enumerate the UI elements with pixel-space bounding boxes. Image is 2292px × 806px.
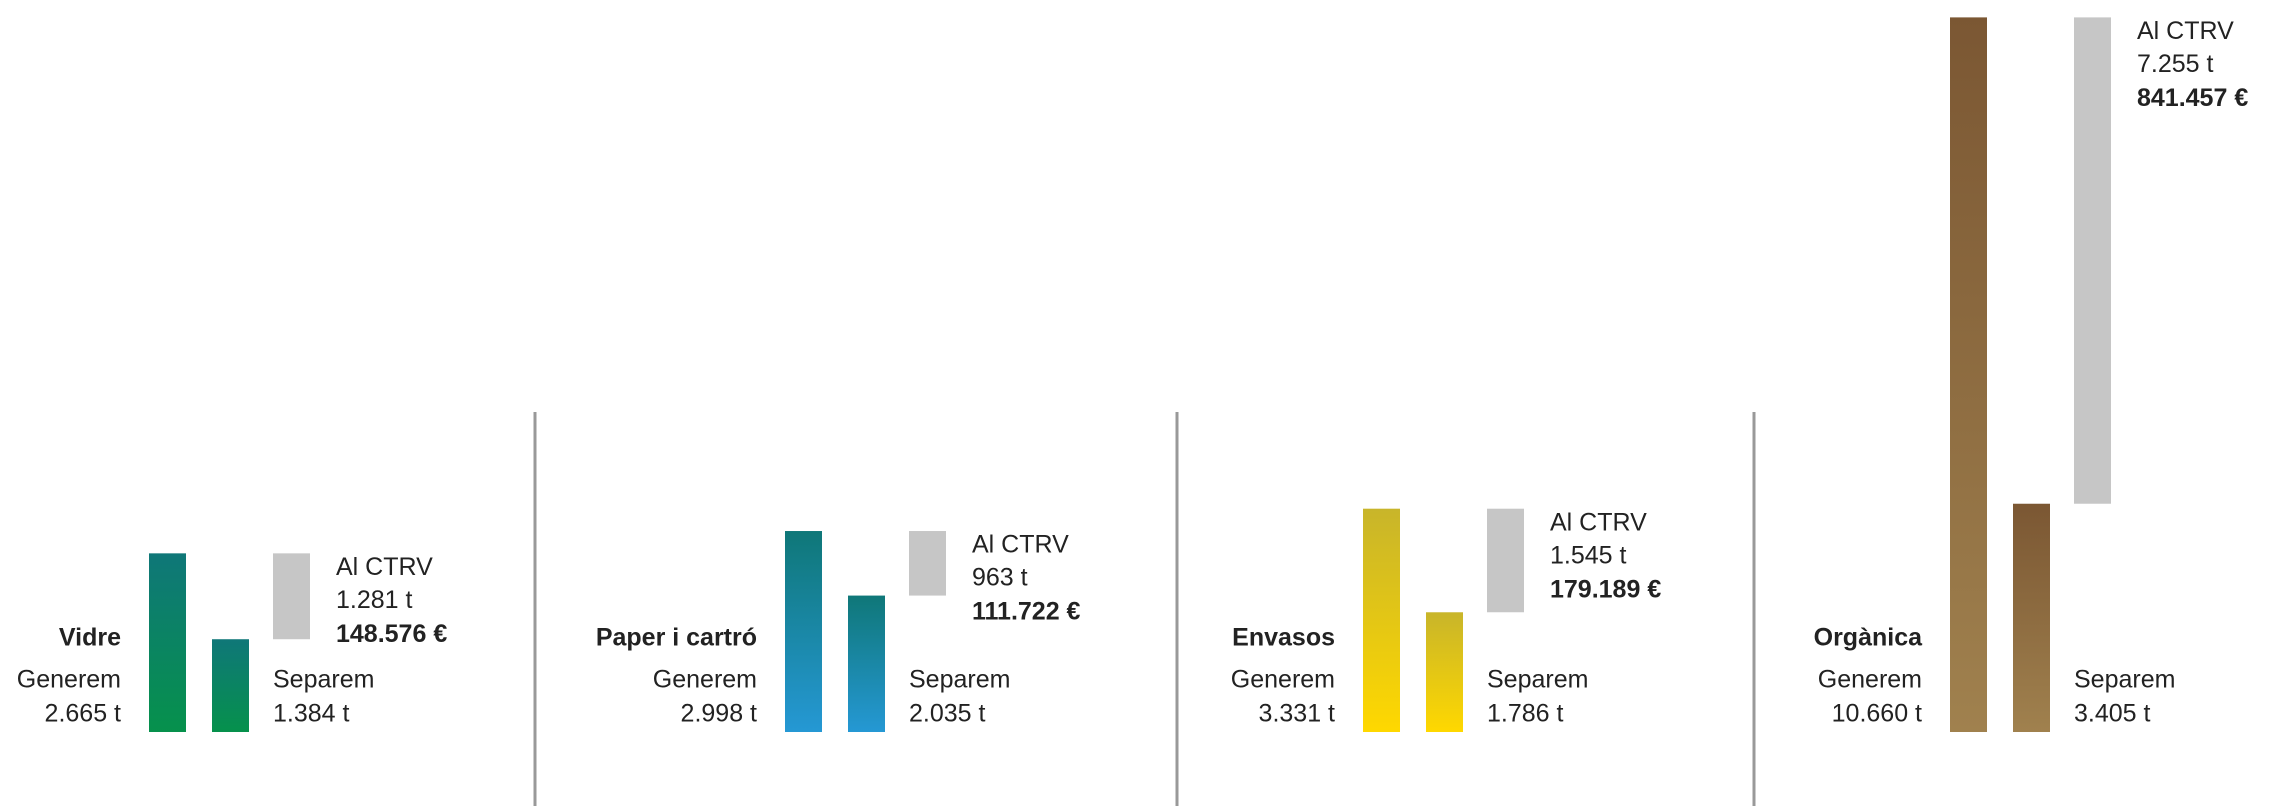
series-label: Al CTRV (336, 553, 433, 581)
bar (909, 531, 946, 596)
series-label: Generem (1231, 666, 1335, 694)
cost-label: 841.457 € (2137, 84, 2248, 112)
bar (2074, 17, 2111, 504)
cost-label: 111.722 € (972, 598, 1081, 626)
category-label: Paper i cartró (596, 624, 757, 652)
value-label: 7.255 t (2137, 50, 2214, 78)
cost-label: 148.576 € (336, 620, 447, 648)
bar (149, 553, 186, 732)
series-label: Al CTRV (2137, 17, 2234, 45)
bar (1363, 508, 1400, 732)
category-label: Envasos (1232, 624, 1335, 652)
bar (273, 553, 310, 640)
series-label: Al CTRV (972, 531, 1069, 559)
category-label: Vidre (59, 624, 121, 652)
value-label: 1.545 t (1550, 541, 1627, 569)
bar (848, 595, 885, 732)
bar (1426, 612, 1463, 732)
value-label: 2.665 t (45, 700, 122, 728)
bar (785, 531, 822, 732)
bar (212, 639, 249, 732)
series-label: Al CTRV (1550, 508, 1647, 536)
series-label: Separem (909, 666, 1010, 694)
value-label: 963 t (972, 564, 1028, 592)
value-label: 1.384 t (273, 700, 350, 728)
series-label: Separem (273, 666, 374, 694)
series-label: Generem (653, 666, 757, 694)
bar (1950, 17, 1987, 732)
value-label: 1.786 t (1487, 700, 1564, 728)
value-label: 3.405 t (2074, 700, 2151, 728)
value-label: 1.281 t (336, 586, 413, 614)
category-label: Orgànica (1814, 624, 1923, 652)
value-label: 3.331 t (1259, 700, 1336, 728)
series-label: Separem (1487, 666, 1588, 694)
bar (1487, 508, 1524, 613)
cost-label: 179.189 € (1550, 575, 1661, 603)
value-label: 2.035 t (909, 700, 986, 728)
series-label: Separem (2074, 666, 2175, 694)
bar (2013, 503, 2050, 732)
value-label: 10.660 t (1832, 700, 1922, 728)
series-label: Generem (17, 666, 121, 694)
value-label: 2.998 t (681, 700, 758, 728)
series-label: Generem (1818, 666, 1922, 694)
